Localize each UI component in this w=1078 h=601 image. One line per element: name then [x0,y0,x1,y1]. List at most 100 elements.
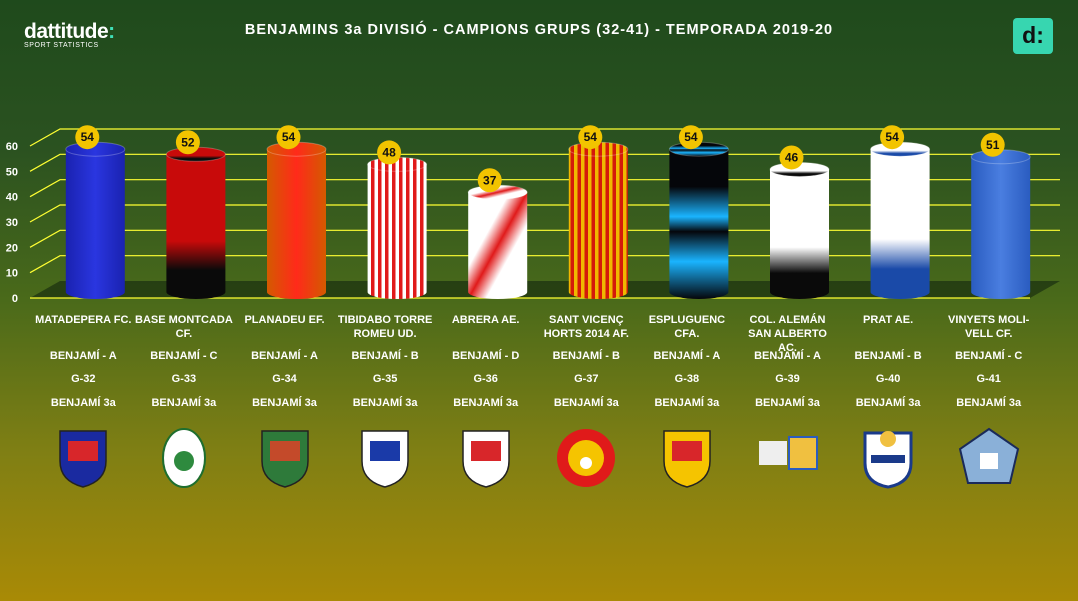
bar-body [971,156,1031,299]
d-badge-logo: d: [1013,18,1053,54]
team-name-line-2: HORTS 2014 AF. [543,328,629,340]
team-division: BENJAMÍ 3a [352,397,418,409]
team-group: G-41 [976,373,1001,385]
value-badge [980,132,1005,157]
value-label: 48 [382,145,396,159]
team-name-line-1: COL. ALEMÁN [749,314,826,326]
value-badge [779,145,804,170]
team-crest-icon [553,425,619,491]
bar-body [669,149,729,299]
value-label: 54 [81,130,95,144]
y-tick-label: 50 [6,166,18,178]
team-group: G-34 [272,373,297,385]
value-label: 51 [986,138,1000,152]
team-crest-icon [755,425,821,491]
team-division: BENJAMÍ 3a [453,397,519,409]
y-tick-label: 10 [6,268,18,280]
team-category: BENJAMÍ - B [552,350,620,362]
team-division: BENJAMÍ 3a [151,397,217,409]
bar [65,141,126,299]
value-badge [75,125,100,150]
team-category: BENJAMÍ - A [251,350,318,362]
team-division: BENJAMÍ 3a [654,397,720,409]
team-name-line-2: CFA. [674,328,700,340]
bar [870,141,931,299]
team-category: BENJAMÍ - B [351,350,419,362]
bar [568,141,629,299]
team-category: BENJAMÍ - A [49,350,117,362]
team-crest-icon [50,425,116,491]
team-division: BENJAMÍ 3a [855,397,921,409]
team-category: BENJAMÍ - B [854,350,922,362]
team-crest-icon [151,425,217,491]
gridline [29,128,1060,147]
value-badge [678,125,703,150]
team-name-line-2: SAN ALBERTO AC. [748,328,827,354]
team-name-line-1: TIBIDABO TORRE [337,314,433,326]
bar-body [166,154,226,299]
brand-colon: : [108,20,115,43]
bar [165,146,226,299]
team-category: BENJAMÍ - C [150,350,218,362]
y-tick-label: 20 [6,242,18,254]
team-name-line-1: ESPLUGUENC [648,314,726,326]
team-crest-icon [252,425,318,491]
bar-body [65,149,125,299]
bar [367,156,428,299]
team-crest-icon [352,425,418,491]
team-category: BENJAMÍ - C [955,350,1023,362]
team-name-line-2: CF. [175,328,193,340]
value-badge [276,125,301,150]
value-badge [880,125,905,150]
brand-name: dattitude [24,20,109,43]
team-name-line-2: ROMEU UD. [353,328,417,340]
team-group: G-37 [574,373,599,385]
team-group: G-40 [875,373,901,385]
team-name-line-1: SANT VICENÇ [549,314,624,326]
value-label: 46 [785,150,799,164]
value-badge [578,125,603,150]
team-group: G-32 [71,373,96,385]
team-group: G-38 [674,373,700,385]
bar-body [870,149,930,299]
value-label: 54 [584,130,598,144]
team-division: BENJAMÍ 3a [755,397,820,409]
y-tick-label: 30 [6,217,18,229]
team-group: G-39 [775,373,800,385]
bar-body [367,164,427,299]
value-label: 54 [684,130,698,144]
team-category: BENJAMÍ - D [452,350,520,362]
bar-body [468,192,528,299]
team-crest-icon [654,425,720,491]
bar [266,141,327,299]
bar-body [770,169,829,299]
team-division: BENJAMÍ 3a [252,397,317,409]
team-name-line-1: VINYETS MOLI- [948,314,1030,326]
brand-subtitle: SPORT STATISTICS [24,42,99,49]
value-label: 54 [885,130,899,144]
y-tick-label: 0 [12,293,18,305]
bar [467,184,528,299]
value-badge [377,140,402,165]
bar [970,149,1031,299]
team-crest-icon [855,425,921,491]
team-name-line-2: VELL CF. [964,328,1013,340]
team-name-line-1: MATADEPERA FC. [35,314,132,326]
team-name-line-1: PRAT AE. [863,314,914,326]
team-division: BENJAMÍ 3a [50,397,116,409]
team-group: G-36 [473,373,498,385]
team-name-line-1: BASE MONTCADA [135,314,233,326]
team-group: G-33 [171,373,197,385]
team-name-line-1: ABRERA AE. [451,314,520,326]
team-division: BENJAMÍ 3a [553,397,619,409]
bar-body [267,149,326,299]
value-label: 54 [282,130,296,144]
team-crest-icon [453,425,519,491]
bar [668,141,729,299]
team-group: G-35 [372,373,398,385]
value-badge [477,168,502,193]
team-category: BENJAMÍ - A [754,350,821,362]
value-badge [175,130,200,155]
team-division: BENJAMÍ 3a [956,397,1022,409]
